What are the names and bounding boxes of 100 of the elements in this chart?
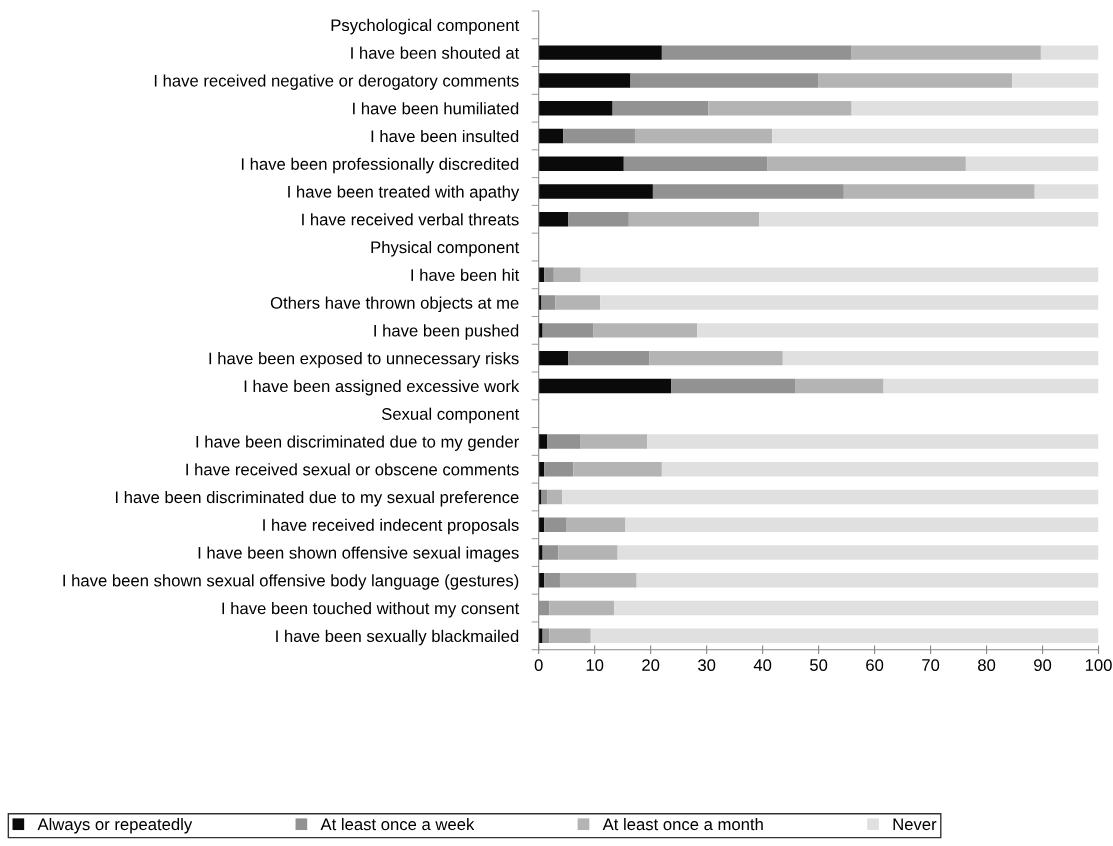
bar — [708, 100, 852, 116]
x-tick-label: 90 — [1034, 659, 1052, 671]
bar — [652, 184, 844, 199]
bar — [630, 73, 819, 88]
bar — [697, 323, 1099, 338]
legend-label: At least once a week — [320, 817, 475, 831]
bar — [614, 600, 1099, 616]
bar — [547, 434, 581, 449]
bar — [661, 462, 1099, 477]
bar — [538, 378, 672, 394]
bar — [617, 545, 1099, 560]
bar — [566, 517, 626, 532]
y-tick-label: Others have thrown objects at me — [270, 296, 519, 313]
y-tick-label: I have been treated with apathy — [288, 185, 520, 202]
bar — [538, 156, 624, 171]
y-tick-label: I have been shown offensive sexual images — [198, 546, 519, 563]
y-tick-label: I have been shown sexual offensive body language (gestures) — [63, 574, 519, 590]
x-tick-label: 100 — [1085, 659, 1112, 671]
bar — [1040, 45, 1099, 60]
bar — [818, 73, 1013, 88]
bar — [580, 434, 648, 449]
bar — [767, 156, 966, 171]
bar — [883, 378, 1099, 394]
bar — [851, 100, 1099, 116]
y-tick-label: I have been touched without my consent — [222, 602, 520, 618]
y-tick-label: I have been humiliated — [353, 102, 519, 115]
y-tick-label: I have received indecent proposals — [263, 518, 519, 535]
bar — [538, 184, 653, 199]
bar — [538, 323, 543, 338]
bar — [625, 517, 1099, 532]
bar — [563, 128, 635, 144]
y-tick-label: I have received verbal threats — [302, 213, 519, 226]
y-tick-label: I have been shouted at — [351, 46, 520, 59]
legend-label: Always or repeatedly — [37, 817, 193, 834]
bar — [590, 628, 1099, 644]
bar — [538, 350, 569, 366]
y-tick-label: I have been hit — [411, 268, 520, 282]
bar — [851, 45, 1041, 60]
y-tick-label: I have been insulted — [371, 129, 519, 143]
bar — [580, 267, 1099, 283]
y-tick-label: I have received negative or derogatory comments — [154, 74, 519, 90]
bar — [1034, 184, 1099, 199]
bar — [612, 100, 709, 116]
bar — [538, 100, 613, 116]
legend-label: Never — [893, 818, 937, 831]
bar — [544, 517, 567, 532]
bar — [544, 462, 574, 477]
x-tick-label: 30 — [698, 659, 716, 671]
bar — [568, 212, 629, 227]
x-tick-label: 0 — [534, 659, 543, 671]
bar — [573, 462, 662, 477]
bar — [549, 628, 591, 644]
bar — [559, 573, 637, 588]
bar — [636, 573, 1099, 588]
y-tick-label: Physical component — [371, 241, 520, 257]
bar — [538, 73, 631, 88]
x-tick-label: 40 — [753, 659, 772, 671]
bar — [593, 323, 698, 338]
y-tick-label: I have been sexually blackmailed — [276, 629, 519, 646]
bar — [568, 350, 650, 366]
y-tick-label: I have been discriminated due to my gender — [196, 435, 519, 451]
y-tick-label: I have received sexual or obscene comments — [186, 463, 519, 476]
bar — [555, 295, 601, 310]
x-tick-label: 60 — [866, 659, 884, 671]
bar — [782, 350, 1099, 366]
bar — [759, 212, 1099, 227]
bar — [538, 128, 564, 144]
y-tick-label: I have been pushed — [374, 324, 519, 340]
y-tick-label: I have been exposed to unnecessary risks — [209, 352, 519, 368]
bar — [538, 434, 548, 449]
bar — [795, 378, 884, 394]
x-tick-label: 20 — [642, 659, 660, 671]
bar — [544, 267, 554, 283]
bar — [538, 628, 543, 644]
bar — [1012, 73, 1099, 88]
bar — [542, 545, 559, 560]
bar — [634, 128, 773, 144]
bar — [661, 45, 852, 60]
bar — [538, 212, 569, 227]
bar — [547, 489, 563, 505]
bar — [541, 295, 556, 310]
bar — [628, 212, 760, 227]
bar — [671, 378, 796, 394]
bar — [647, 434, 1099, 449]
bar — [538, 573, 545, 588]
bar — [558, 545, 618, 560]
bar — [549, 600, 615, 616]
bar — [600, 295, 1099, 310]
bar — [542, 323, 594, 338]
x-tick-label: 70 — [922, 659, 940, 671]
y-tick-label: I have been discriminated due to my sexual preference — [115, 490, 519, 507]
bar — [541, 489, 548, 505]
bar — [538, 545, 543, 560]
y-tick-label: I have been assigned excessive work — [244, 379, 520, 396]
y-tick-label: Sexual component — [381, 407, 520, 424]
bar — [544, 573, 560, 588]
bar — [772, 128, 1099, 144]
x-tick-label: 10 — [586, 659, 604, 671]
legend-label: At least once a month — [602, 817, 763, 831]
x-tick-label: 80 — [978, 659, 996, 671]
